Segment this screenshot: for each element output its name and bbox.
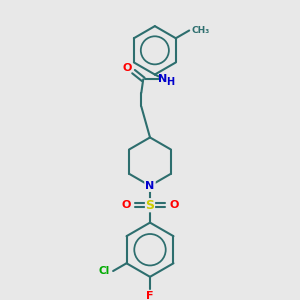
Text: O: O	[122, 63, 131, 73]
Text: H: H	[166, 77, 174, 87]
Text: O: O	[121, 200, 130, 210]
Text: F: F	[146, 291, 154, 300]
Text: N: N	[158, 74, 167, 84]
Text: CH₃: CH₃	[191, 26, 209, 35]
Text: Cl: Cl	[99, 266, 110, 276]
Text: N: N	[146, 181, 154, 191]
Text: O: O	[169, 200, 179, 210]
Text: S: S	[146, 199, 154, 212]
